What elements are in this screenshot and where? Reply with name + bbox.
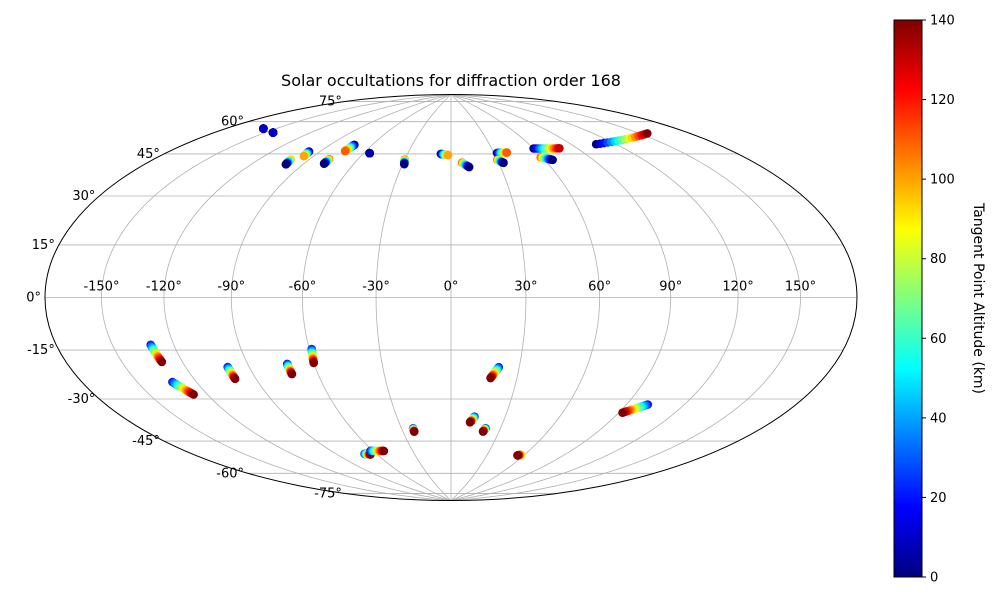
data-point — [499, 158, 508, 168]
x-tick-label: 150° — [785, 280, 816, 295]
x-tick-label: 0° — [444, 280, 459, 295]
colorbar-tick-label: 100 — [930, 173, 955, 188]
data-point — [399, 159, 409, 169]
y-tick-label: 60° — [221, 115, 244, 130]
data-point — [478, 427, 488, 436]
map-boundary — [44, 94, 858, 501]
y-tick-label: 45° — [137, 147, 160, 162]
data-point — [365, 148, 374, 158]
tick-labels: -150° -120° -90° -60° -30° 0° 30° 60° 90° 120° 150… — [26, 94, 816, 501]
x-tick-label: 120° — [722, 280, 753, 295]
x-tick-label: 60° — [588, 280, 611, 295]
colorbar-tick-label: 80 — [930, 252, 947, 267]
data-point — [486, 373, 495, 383]
colorbar-bar — [893, 19, 923, 578]
scatter-points — [146, 124, 653, 460]
data-point — [281, 160, 291, 169]
colorbar-ticks: 0 20 40 60 80 100 120 140 — [922, 14, 955, 586]
y-tick-label: 75° — [319, 94, 342, 109]
data-point — [443, 150, 453, 160]
y-tick-label: 15° — [32, 238, 55, 253]
data-point — [618, 408, 627, 417]
data-point — [259, 124, 268, 133]
colorbar-label: Tangent Point Altitude (km) — [970, 202, 986, 394]
x-tick-label: -90° — [217, 280, 245, 295]
y-tick-label: -45° — [132, 434, 160, 449]
colorbar: 0 20 40 60 80 100 120 140 Tangent Point Altitud… — [893, 14, 986, 586]
y-tick-label: -75° — [314, 487, 342, 502]
data-point — [502, 148, 512, 157]
data-point — [230, 374, 240, 384]
colorbar-tick-label: 20 — [930, 491, 947, 506]
data-point — [548, 155, 557, 165]
data-point — [157, 357, 167, 367]
data-point — [189, 390, 198, 399]
y-tick-label: -60° — [216, 466, 244, 481]
data-point — [464, 162, 474, 172]
y-tick-label: 30° — [72, 189, 95, 204]
chart-title: Solar occultations for diffraction order… — [281, 71, 621, 90]
data-point — [340, 146, 350, 156]
data-point — [287, 369, 297, 379]
data-point — [465, 418, 475, 427]
y-tick-label: 0° — [26, 291, 41, 306]
x-tick-label: 90° — [659, 280, 682, 295]
x-tick-label: 30° — [514, 280, 537, 295]
colorbar-tick-label: 40 — [930, 411, 947, 426]
data-point — [555, 144, 564, 153]
data-point — [299, 151, 309, 161]
data-point — [309, 358, 319, 368]
colorbar-tick-label: 0 — [930, 571, 938, 586]
graticule — [45, 94, 857, 501]
y-tick-label: -15° — [27, 343, 55, 358]
x-tick-label: -120° — [146, 280, 182, 295]
x-tick-label: -60° — [289, 280, 317, 295]
data-point — [643, 129, 652, 138]
data-point — [319, 159, 329, 168]
colorbar-tick-label: 120 — [930, 93, 955, 108]
colorbar-tick-label: 60 — [930, 332, 947, 347]
data-point — [409, 427, 419, 436]
x-tick-label: -30° — [362, 280, 390, 295]
data-point — [268, 128, 278, 137]
data-point — [379, 446, 389, 456]
plot-area: -150° -120° -90° -60° -30° 0° 30° 60° 90° 120° 150… — [26, 94, 858, 502]
x-tick-label: -150° — [83, 280, 119, 295]
data-point — [513, 451, 522, 460]
y-tick-label: -30° — [68, 392, 96, 407]
colorbar-tick-label: 140 — [930, 14, 955, 29]
